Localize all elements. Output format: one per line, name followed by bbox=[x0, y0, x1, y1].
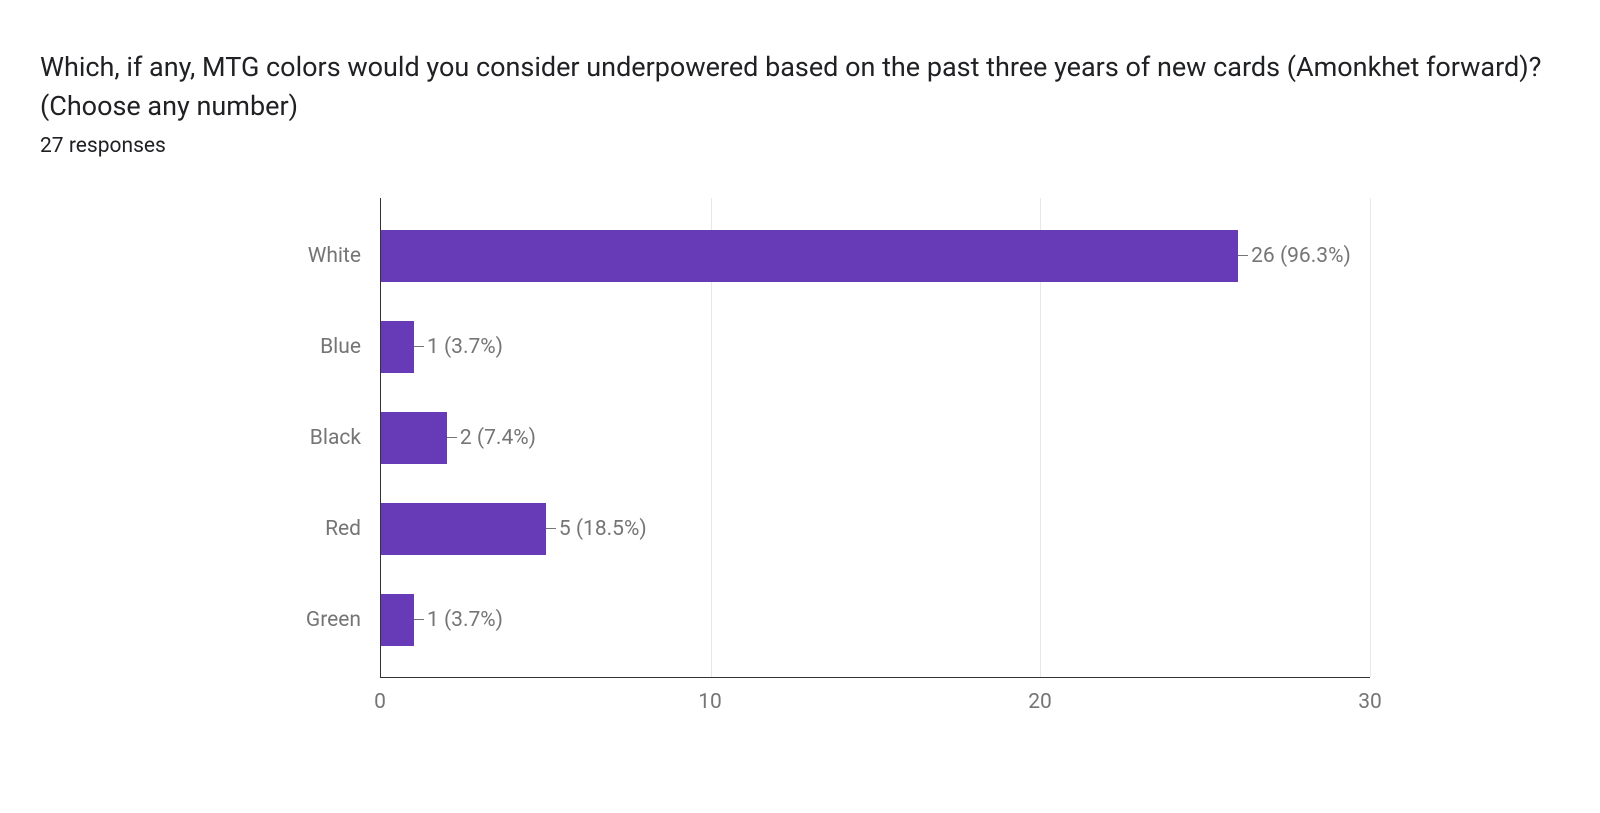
bar-row: 5 (18.5%) bbox=[381, 503, 1370, 555]
bar[interactable]: 5 (18.5%) bbox=[381, 503, 546, 555]
bar-value-label: 1 (3.7%) bbox=[414, 335, 503, 359]
category-label: White bbox=[306, 230, 361, 282]
chart-title: Which, if any, MTG colors would you cons… bbox=[40, 48, 1560, 126]
category-label: Black bbox=[306, 412, 361, 464]
category-label: Red bbox=[306, 503, 361, 555]
category-label: Blue bbox=[306, 321, 361, 373]
bar-row: 26 (96.3%) bbox=[381, 230, 1370, 282]
bar-row: 1 (3.7%) bbox=[381, 594, 1370, 646]
bar-value-label: 5 (18.5%) bbox=[546, 517, 647, 541]
bar[interactable]: 1 (3.7%) bbox=[381, 594, 414, 646]
category-label: Green bbox=[306, 594, 361, 646]
y-axis-labels: White Blue Black Red Green bbox=[306, 198, 361, 677]
bar[interactable]: 2 (7.4%) bbox=[381, 412, 447, 464]
response-count: 27 responses bbox=[40, 134, 1560, 158]
bar[interactable]: 1 (3.7%) bbox=[381, 321, 414, 373]
bar-row: 1 (3.7%) bbox=[381, 321, 1370, 373]
bar-tick bbox=[414, 346, 424, 347]
x-tick-label: 20 bbox=[1028, 690, 1052, 714]
bar-tick bbox=[1238, 255, 1248, 256]
bar-value-label: 1 (3.7%) bbox=[414, 608, 503, 632]
bar[interactable]: 26 (96.3%) bbox=[381, 230, 1238, 282]
bar-value-label: 2 (7.4%) bbox=[447, 426, 536, 450]
x-tick-label: 0 bbox=[374, 690, 386, 714]
plot-area: WhiteBlueBlackRedGreen 26 (96.3%)1 (3.7%… bbox=[380, 198, 1370, 678]
bar-chart: WhiteBlueBlackRedGreen 26 (96.3%)1 (3.7%… bbox=[380, 198, 1370, 718]
bars-group: 26 (96.3%) 1 (3.7%) 2 (7.4%) 5 (18.5%) 1 (3.… bbox=[381, 198, 1370, 677]
x-tick-label: 10 bbox=[698, 690, 722, 714]
bar-tick bbox=[447, 437, 457, 438]
x-tick-label: 30 bbox=[1358, 690, 1382, 714]
x-axis-labels: 0102030 bbox=[380, 678, 1370, 718]
gridline bbox=[1370, 198, 1371, 677]
bar-tick bbox=[414, 619, 424, 620]
bar-value-label: 26 (96.3%) bbox=[1238, 244, 1351, 268]
bar-tick bbox=[546, 528, 556, 529]
bar-row: 2 (7.4%) bbox=[381, 412, 1370, 464]
